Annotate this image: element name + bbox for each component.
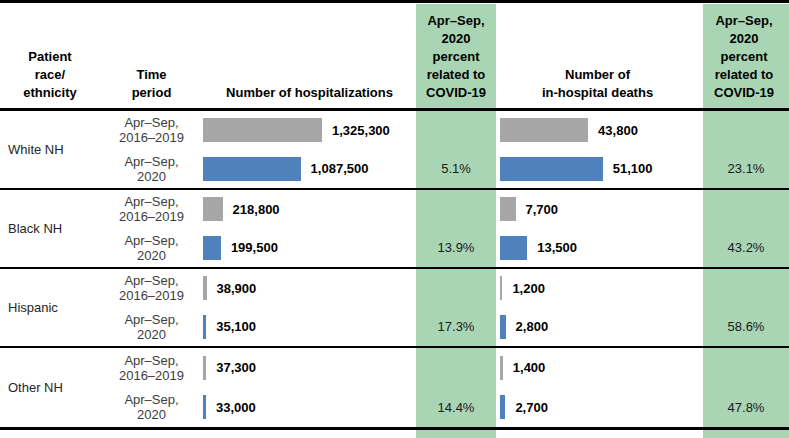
hospitalizations-bar-baseline <box>203 197 223 221</box>
race-label: White NH <box>0 111 100 188</box>
hospitalizations-bar-2020 <box>203 236 221 260</box>
row-other-nh-2020: Apr–Sep, 2020 33,000 14.4% 2,700 47.8% <box>100 388 789 428</box>
deaths-bar-baseline <box>500 276 502 300</box>
row-white-nh-2020: Apr–Sep, 2020 1,087,500 5.1% 51,100 23.1… <box>100 150 789 189</box>
table-header-row: Patient race/ ethnicity Time period Numb… <box>0 3 789 108</box>
race-label: Other NH <box>0 348 100 427</box>
covid-pct-deaths: 23.1% <box>699 161 789 176</box>
hospitalizations-bar-2020 <box>203 395 206 419</box>
group-hispanic: Hispanic Apr–Sep, 2016–2019 38,900 1,200 <box>0 269 789 348</box>
hospitalizations-value: 218,800 <box>233 202 280 217</box>
covid-pct-hospitalizations: 13.9% <box>416 240 496 255</box>
deaths-value: 13,500 <box>537 240 577 255</box>
time-period-label: Apr–Sep, 2016–2019 <box>100 115 203 145</box>
deaths-value: 7,700 <box>526 202 559 217</box>
race-label: Black NH <box>0 190 100 267</box>
deaths-value: 2,800 <box>516 319 549 334</box>
covid-pct-deaths: 47.8% <box>699 400 789 415</box>
row-hispanic-2020: Apr–Sep, 2020 35,100 17.3% 2,800 58.6% <box>100 308 789 347</box>
row-black-nh-2020: Apr–Sep, 2020 199,500 13.9% 13,500 43.2% <box>100 229 789 268</box>
hospitalizations-deaths-by-race-chart: Patient race/ ethnicity Time period Numb… <box>0 0 789 438</box>
header-number-of-in-hospital-deaths: Number of in-hospital deaths <box>496 66 699 102</box>
bottom-border-rule <box>0 427 789 430</box>
race-label: Hispanic <box>0 269 100 346</box>
deaths-value: 1,200 <box>512 281 545 296</box>
header-bottom-rule <box>0 108 789 111</box>
time-period-label: Apr–Sep, 2020 <box>100 233 203 263</box>
hospitalizations-bar-2020 <box>203 315 206 339</box>
hospitalizations-value: 1,325,300 <box>332 123 390 138</box>
time-period-label: Apr–Sep, 2020 <box>100 154 203 184</box>
group-white-nh: White NH Apr–Sep, 2016–2019 1,325,300 43… <box>0 111 789 190</box>
row-hispanic-baseline: Apr–Sep, 2016–2019 38,900 1,200 <box>100 269 789 308</box>
deaths-bar-2020 <box>500 236 527 260</box>
top-border-rule <box>0 0 789 3</box>
covid-pct-hospitalizations: 5.1% <box>416 161 496 176</box>
time-period-label: Apr–Sep, 2016–2019 <box>100 273 203 303</box>
deaths-bar-2020 <box>500 395 505 419</box>
row-other-nh-baseline: Apr–Sep, 2016–2019 37,300 1,400 <box>100 348 789 388</box>
deaths-value: 51,100 <box>613 161 653 176</box>
deaths-bar-baseline <box>500 197 516 221</box>
deaths-bar-baseline <box>500 356 503 380</box>
deaths-value: 1,400 <box>513 360 546 375</box>
covid-pct-hospitalizations: 17.3% <box>416 319 496 334</box>
time-period-label: Apr–Sep, 2020 <box>100 392 203 422</box>
deaths-bar-baseline <box>500 118 588 142</box>
table-body: White NH Apr–Sep, 2016–2019 1,325,300 43… <box>0 111 789 427</box>
deaths-bar-2020 <box>500 157 603 181</box>
time-period-label: Apr–Sep, 2020 <box>100 312 203 342</box>
row-white-nh-baseline: Apr–Sep, 2016–2019 1,325,300 43,800 <box>100 111 789 150</box>
row-black-nh-baseline: Apr–Sep, 2016–2019 218,800 7,700 <box>100 190 789 229</box>
header-covid-percent-deaths: Apr–Sep, 2020 percent related to COVID-1… <box>699 12 789 102</box>
hospitalizations-bar-baseline <box>203 118 322 142</box>
deaths-bar-2020 <box>500 315 506 339</box>
covid-pct-hospitalizations: 14.4% <box>416 400 496 415</box>
hospitalizations-value: 1,087,500 <box>311 161 369 176</box>
group-other-nh: Other NH Apr–Sep, 2016–2019 37,300 1,400 <box>0 348 789 427</box>
hospitalizations-value: 37,300 <box>216 360 256 375</box>
header-patient-race-ethnicity: Patient race/ ethnicity <box>0 48 100 102</box>
time-period-label: Apr–Sep, 2016–2019 <box>100 353 203 383</box>
time-period-label: Apr–Sep, 2016–2019 <box>100 194 203 224</box>
hospitalizations-bar-baseline <box>203 356 206 380</box>
covid-pct-deaths: 43.2% <box>699 240 789 255</box>
covid-pct-deaths: 58.6% <box>699 319 789 334</box>
hospitalizations-value: 33,000 <box>216 400 256 415</box>
hospitalizations-value: 38,900 <box>217 281 257 296</box>
hospitalizations-bar-baseline <box>203 276 207 300</box>
hospitalizations-value: 199,500 <box>231 240 278 255</box>
deaths-value: 2,700 <box>515 400 548 415</box>
group-black-nh: Black NH Apr–Sep, 2016–2019 218,800 7,70… <box>0 190 789 269</box>
hospitalizations-bar-2020 <box>203 157 301 181</box>
header-time-period: Time period <box>100 66 203 102</box>
deaths-value: 43,800 <box>598 123 638 138</box>
header-covid-percent-hospitalizations: Apr–Sep, 2020 percent related to COVID-1… <box>416 12 496 102</box>
hospitalizations-value: 35,100 <box>216 319 256 334</box>
header-number-of-hospitalizations: Number of hospitalizations <box>203 84 416 102</box>
